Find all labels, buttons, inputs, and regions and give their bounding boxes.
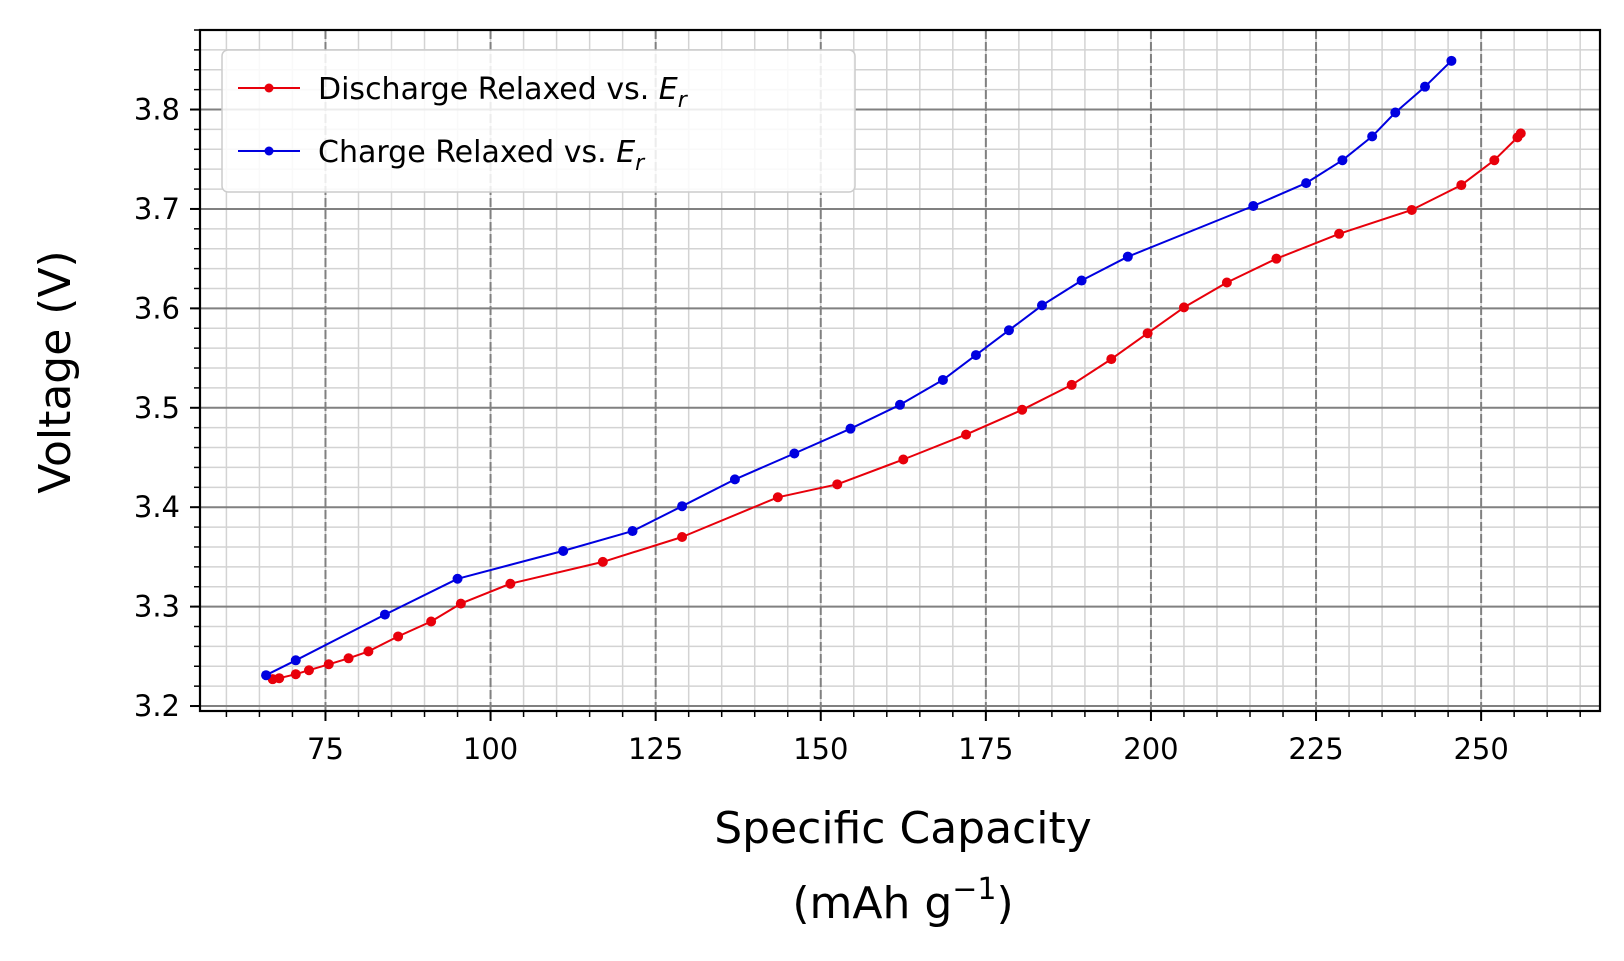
data-point-discharge [323,659,334,670]
y-axis-title: Voltage (V) [30,250,81,493]
legend-box [221,49,856,193]
data-point-charge [1390,107,1401,118]
data-point-charge [379,609,390,620]
data-point-charge [729,474,740,485]
data-point-discharge [1489,155,1500,166]
series-layer [261,55,1526,685]
x-axis-unit-open: (mAh g [792,878,952,929]
y-tick-label: 3.2 [134,689,180,723]
data-point-discharge [1456,180,1467,191]
x-tick-label: 125 [628,732,683,766]
y-tick-label: 3.5 [134,391,180,425]
data-point-discharge [455,598,466,609]
data-point-charge [290,655,301,666]
data-point-charge [1301,178,1312,189]
tick-labels: 75 100 125 150 175 200 225 250 3.2 3.3 3.4 3.5 3.6 3.… [134,93,1509,766]
data-point-charge [970,350,981,361]
legend-label-discharge-sub: r [678,88,689,113]
data-point-charge [1003,325,1014,336]
series-line-charge [265,60,1453,677]
y-tick-label: 3.4 [134,490,180,524]
legend-marker-discharge [264,83,274,93]
data-point-discharge [1221,277,1232,288]
x-tick-label: 100 [463,732,518,766]
data-point-charge [1036,300,1047,311]
data-point-discharge [363,646,374,657]
data-point-discharge [290,669,301,680]
data-point-charge [1076,275,1087,286]
y-tick-label: 3.3 [134,590,180,624]
y-tick-label: 3.8 [134,93,180,127]
data-point-discharge [1271,253,1282,264]
data-point-discharge [426,616,437,627]
major-grid [200,30,1600,711]
data-point-discharge [832,479,843,490]
legend: Discharge Relaxed vs. Er Charge Relaxed … [221,49,856,193]
data-point-discharge [343,653,354,664]
x-tick-label: 75 [307,732,344,766]
data-point-charge [558,545,569,556]
data-point-discharge [898,454,909,465]
data-point-discharge [274,673,285,684]
y-tick-label: 3.7 [134,192,180,226]
y-tick-label: 3.6 [134,291,180,325]
x-axis-unit-close: ) [997,878,1014,929]
x-axis-title: Specific Capacity [714,803,1092,854]
data-point-charge [789,448,800,459]
data-point-discharge [393,631,404,642]
x-tick-label: 250 [1453,732,1508,766]
data-point-charge [1248,200,1259,211]
data-point-charge [261,670,272,681]
x-tick-label: 200 [1123,732,1178,766]
data-point-charge [1367,131,1378,142]
data-point-charge [937,374,948,385]
data-point-charge [895,399,905,410]
x-tick-label: 150 [793,732,848,766]
data-point-discharge [772,492,783,503]
x-axis-unit-exponent: −1 [952,872,996,907]
data-point-discharge [1142,328,1153,339]
data-point-discharge [597,556,608,567]
data-point-discharge [505,578,516,589]
legend-marker-charge [264,146,274,156]
data-point-discharge [1334,228,1345,239]
data-point-charge [1420,81,1430,92]
data-point-charge [1446,55,1457,66]
legend-label-discharge: Discharge Relaxed vs. Er [318,72,689,113]
data-point-discharge [961,429,972,440]
data-point-discharge [1106,354,1117,365]
data-point-discharge [1515,128,1526,139]
legend-label-discharge-text: Discharge Relaxed vs. [318,72,659,107]
data-point-discharge [1178,302,1189,313]
data-point-charge [452,573,463,584]
data-point-charge [627,526,638,537]
x-tick-label: 175 [958,732,1013,766]
x-tick-label: 225 [1288,732,1343,766]
data-point-discharge [1017,404,1028,415]
data-point-charge [1337,155,1348,166]
data-point-discharge [1066,379,1077,390]
legend-label-charge-text: Charge Relaxed vs. [318,135,616,170]
plot-frame [198,28,1602,713]
legend-label-charge-sub: r [635,151,646,176]
data-point-charge [1122,251,1133,262]
axis-ticks [190,29,1581,721]
data-point-discharge [677,532,688,543]
data-point-discharge [1406,204,1417,215]
legend-label-charge: Charge Relaxed vs. Er [318,135,646,176]
legend-label-discharge-math: E [659,72,678,107]
data-point-charge [845,423,856,434]
data-point-charge [677,501,688,512]
legend-label-charge-math: E [616,135,635,170]
x-axis-unit: (mAh g−1) [792,872,1013,929]
data-point-discharge [303,665,314,676]
